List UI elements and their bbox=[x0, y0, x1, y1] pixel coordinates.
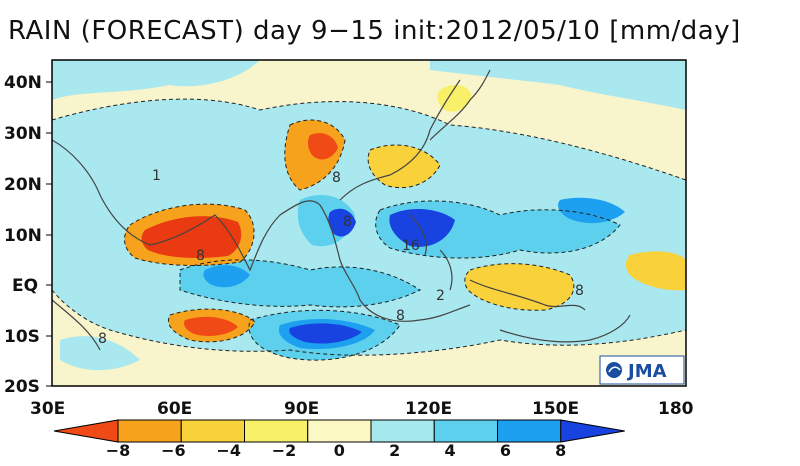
colorbar-segment bbox=[433, 419, 498, 443]
dry-core-arabian bbox=[141, 216, 242, 258]
contour-label: 8 bbox=[343, 214, 352, 230]
wet-region-northeast bbox=[430, 60, 686, 110]
contour-label: 8 bbox=[575, 283, 584, 299]
colorbar-label: −4 bbox=[216, 441, 241, 460]
colorbar-segment bbox=[244, 419, 309, 443]
jma-logo: JMA bbox=[599, 355, 685, 385]
colorbar-label: 4 bbox=[444, 441, 455, 460]
longitude-labels: 30E 60E 90E 120E 150E 180 bbox=[30, 399, 694, 419]
dry-region-new-guinea bbox=[464, 263, 574, 311]
colorbar-arrow-left bbox=[53, 419, 119, 443]
lon-label-60e: 60E bbox=[157, 399, 192, 419]
colorbar-label: −2 bbox=[272, 441, 297, 460]
colorbar-segment bbox=[497, 419, 562, 443]
wet-region-southwest bbox=[60, 336, 140, 371]
lon-label-30e: 30E bbox=[30, 399, 65, 419]
dry-region-japan bbox=[437, 84, 472, 112]
colorbar-label: −6 bbox=[161, 441, 186, 460]
colorbar-label: 8 bbox=[555, 441, 566, 460]
wet-region-strong-indian bbox=[203, 265, 250, 288]
colorbar-arrow-right bbox=[560, 419, 625, 443]
contour-label: 16 bbox=[402, 238, 420, 254]
contour-label: 2 bbox=[436, 288, 445, 304]
lat-label-40n: 40N bbox=[4, 73, 42, 93]
colorbar-segment bbox=[117, 419, 182, 443]
map-title: RAIN (FORECAST) day 9−15 init:2012/05/10… bbox=[8, 16, 741, 46]
colorbar-segment bbox=[370, 419, 435, 443]
colorbar-label: −8 bbox=[106, 441, 131, 460]
jma-logo-text: JMA bbox=[626, 361, 667, 382]
map-frame bbox=[51, 59, 687, 387]
wet-core-philippines bbox=[389, 208, 455, 247]
latitude-labels: 40N 30N 20N 10N EQ 10S 20S bbox=[4, 73, 52, 397]
jma-logo-icon bbox=[606, 362, 622, 378]
colorbar: −8 −6 −4 −2 0 2 4 6 8 bbox=[53, 419, 625, 460]
contour-label: 8 bbox=[196, 248, 205, 264]
anomaly-shading bbox=[52, 60, 686, 371]
contour-label: 8 bbox=[396, 308, 405, 324]
dry-core-south-indian bbox=[184, 316, 238, 336]
lat-label-30n: 30N bbox=[4, 124, 42, 144]
lat-label-20s: 20S bbox=[4, 377, 40, 397]
lon-label-90e: 90E bbox=[284, 399, 319, 419]
contour-label: 1 bbox=[152, 168, 161, 184]
colorbar-segment bbox=[307, 419, 372, 443]
colorbar-segment bbox=[180, 419, 245, 443]
lon-label-150e: 150E bbox=[532, 399, 579, 419]
wet-core-south bbox=[289, 323, 362, 344]
wet-region-north bbox=[52, 60, 260, 100]
lat-label-10n: 10N bbox=[4, 226, 42, 246]
lon-label-180: 180 bbox=[658, 399, 694, 419]
wet-core-bay bbox=[328, 208, 356, 237]
lat-label-20n: 20N bbox=[4, 175, 42, 195]
dry-core-tibet bbox=[307, 133, 338, 160]
contour-value-labels: 8 8 8 8 16 8 2 8 1 bbox=[98, 168, 584, 347]
contour-label: 8 bbox=[98, 331, 107, 347]
contour-lines bbox=[52, 98, 686, 361]
colorbar-label: 2 bbox=[389, 441, 400, 460]
colorbar-label: 0 bbox=[334, 441, 345, 460]
coastlines bbox=[52, 69, 631, 351]
wet-region-strong-pacific bbox=[558, 197, 625, 224]
colorbar-label: 6 bbox=[500, 441, 511, 460]
dry-region-east bbox=[625, 251, 686, 291]
lon-label-120e: 120E bbox=[405, 399, 452, 419]
contour-label: 8 bbox=[332, 170, 341, 186]
lat-label-10s: 10S bbox=[4, 327, 40, 347]
lat-label-eq: EQ bbox=[12, 276, 38, 296]
